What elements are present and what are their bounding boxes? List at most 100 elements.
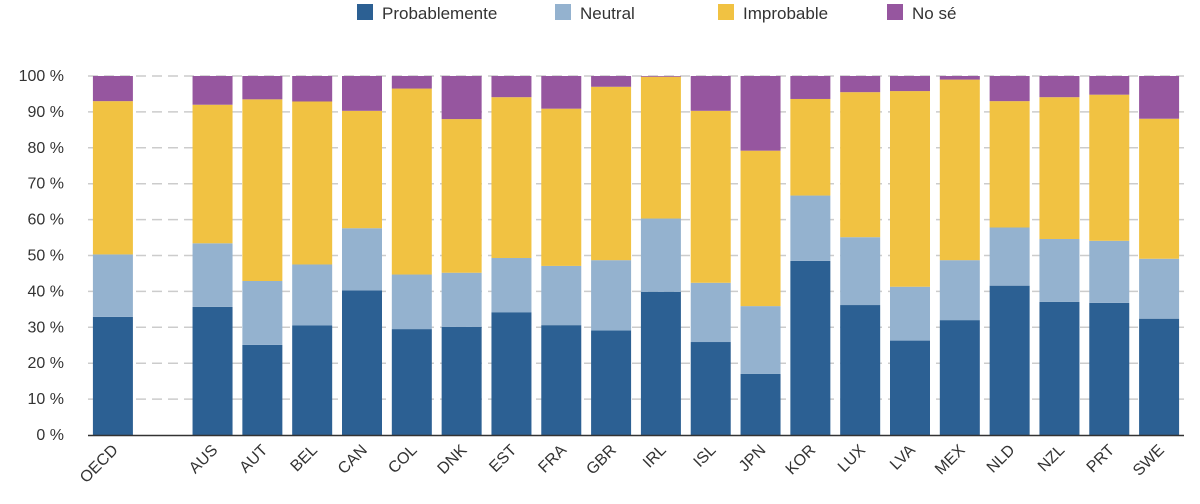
- bar-segment: [1089, 302, 1130, 435]
- bar-segment: [890, 76, 930, 92]
- bar-segment: [840, 305, 881, 435]
- bar-segment: [192, 76, 233, 105]
- bar-segment: [441, 326, 482, 435]
- y-tick-label: 80 %: [28, 140, 64, 157]
- bar-segment: [391, 76, 432, 89]
- bar-segment: [192, 104, 233, 244]
- bar-segment: [591, 86, 632, 261]
- bar-segment: [391, 329, 432, 435]
- bar-segment: [640, 218, 681, 292]
- y-tick-label: 60 %: [28, 212, 64, 229]
- bar-segment: [1139, 318, 1180, 435]
- bar-segment: [242, 99, 283, 281]
- x-tick-label: MEX: [932, 442, 969, 479]
- bar-segment: [342, 76, 382, 111]
- bars: [92, 76, 1180, 435]
- bar-segment: [1089, 76, 1130, 95]
- bar-segment: [591, 330, 632, 435]
- x-tick-label: CAN: [335, 442, 371, 478]
- bar-segment: [989, 227, 1030, 286]
- x-tick-label: NLD: [984, 442, 1019, 477]
- y-axis: 0 % 10 % 20 % 30 % 40 % 50 % 60 % 70 % 80 % 90 % 1…: [19, 68, 64, 444]
- bar-segment: [690, 76, 731, 111]
- x-axis: OECD AUS AUT BEL CAN COL DNK EST FRA GBR IRL ISL JPN…: [77, 434, 1184, 487]
- legend-label-3: Improbable: [743, 4, 828, 23]
- legend-label-4: No sé: [912, 4, 956, 23]
- bar-segment: [640, 76, 681, 77]
- y-tick-label: 100 %: [19, 68, 64, 85]
- bar-segment: [790, 195, 831, 261]
- legend-label-2: Neutral: [580, 4, 635, 23]
- bar-segment: [1139, 118, 1180, 259]
- chart-legend: Probablemente Neutral Improbable No sé: [357, 4, 956, 23]
- bar-segment: [342, 290, 382, 435]
- legend-swatch-3: [718, 4, 734, 20]
- bar-segment: [391, 274, 432, 330]
- bar-segment: [292, 264, 333, 326]
- bar-segment: [890, 91, 930, 287]
- bar-segment: [740, 306, 781, 374]
- bar-segment: [640, 76, 681, 219]
- x-tick-label: GBR: [583, 442, 620, 479]
- bar-segment: [790, 260, 831, 435]
- bar-segment: [541, 76, 582, 109]
- y-tick-label: 50 %: [28, 248, 64, 265]
- bar-segment: [292, 76, 333, 102]
- bar-segment: [441, 119, 482, 273]
- bar-segment: [989, 101, 1030, 228]
- bar-segment: [939, 76, 980, 80]
- x-tick-label: EST: [486, 442, 520, 476]
- bar-segment: [491, 258, 532, 313]
- x-tick-label: NZL: [1035, 442, 1068, 475]
- bar-segment: [790, 98, 831, 196]
- bar-segment: [192, 306, 233, 435]
- bar-segment: [890, 286, 930, 341]
- bar-segment: [541, 108, 582, 266]
- bar-segment: [740, 150, 781, 307]
- y-tick-label: 70 %: [28, 176, 64, 193]
- bar-segment: [92, 316, 133, 435]
- bar-segment: [391, 88, 432, 275]
- legend-swatch-4: [887, 4, 903, 20]
- bar-segment: [740, 373, 781, 435]
- bar-segment: [1039, 301, 1080, 435]
- x-tick-label: LUX: [835, 442, 869, 476]
- bar-segment: [1039, 76, 1080, 98]
- bar-segment: [491, 312, 532, 435]
- legend-label-1: Probablemente: [382, 4, 497, 23]
- bar-segment: [242, 344, 283, 435]
- x-tick-label: JPN: [736, 442, 769, 475]
- bar-segment: [1139, 76, 1180, 119]
- legend-swatch-1: [357, 4, 373, 20]
- bar-segment: [690, 342, 731, 435]
- bar-segment: [939, 79, 980, 261]
- bar-segment: [92, 101, 133, 255]
- x-tick-label: KOR: [783, 442, 820, 479]
- bar-segment: [1089, 240, 1130, 303]
- bar-segment: [591, 260, 632, 331]
- bar-segment: [840, 92, 881, 238]
- bar-segment: [740, 76, 781, 151]
- bar-segment: [840, 237, 881, 306]
- x-tick-label: DNK: [435, 442, 471, 478]
- bar-segment: [491, 76, 532, 98]
- bar-segment: [989, 285, 1030, 435]
- bar-segment: [92, 76, 133, 102]
- bar-segment: [441, 272, 482, 327]
- legend-swatch-2: [555, 4, 571, 20]
- bar-segment: [242, 280, 283, 345]
- x-tick-label: AUS: [186, 442, 221, 477]
- bar-segment: [939, 260, 980, 321]
- bar-segment: [491, 97, 532, 259]
- bar-segment: [292, 101, 333, 265]
- bar-segment: [939, 320, 980, 435]
- x-tick-label: AUT: [237, 442, 272, 477]
- x-tick-label: BEL: [288, 442, 321, 475]
- x-tick-label: IRL: [640, 442, 670, 472]
- bar-segment: [890, 340, 930, 435]
- bar-segment: [989, 76, 1030, 102]
- bar-segment: [690, 110, 731, 283]
- x-tick-label: SWE: [1130, 442, 1168, 480]
- bar-segment: [1139, 258, 1180, 319]
- y-tick-label: 20 %: [28, 355, 64, 372]
